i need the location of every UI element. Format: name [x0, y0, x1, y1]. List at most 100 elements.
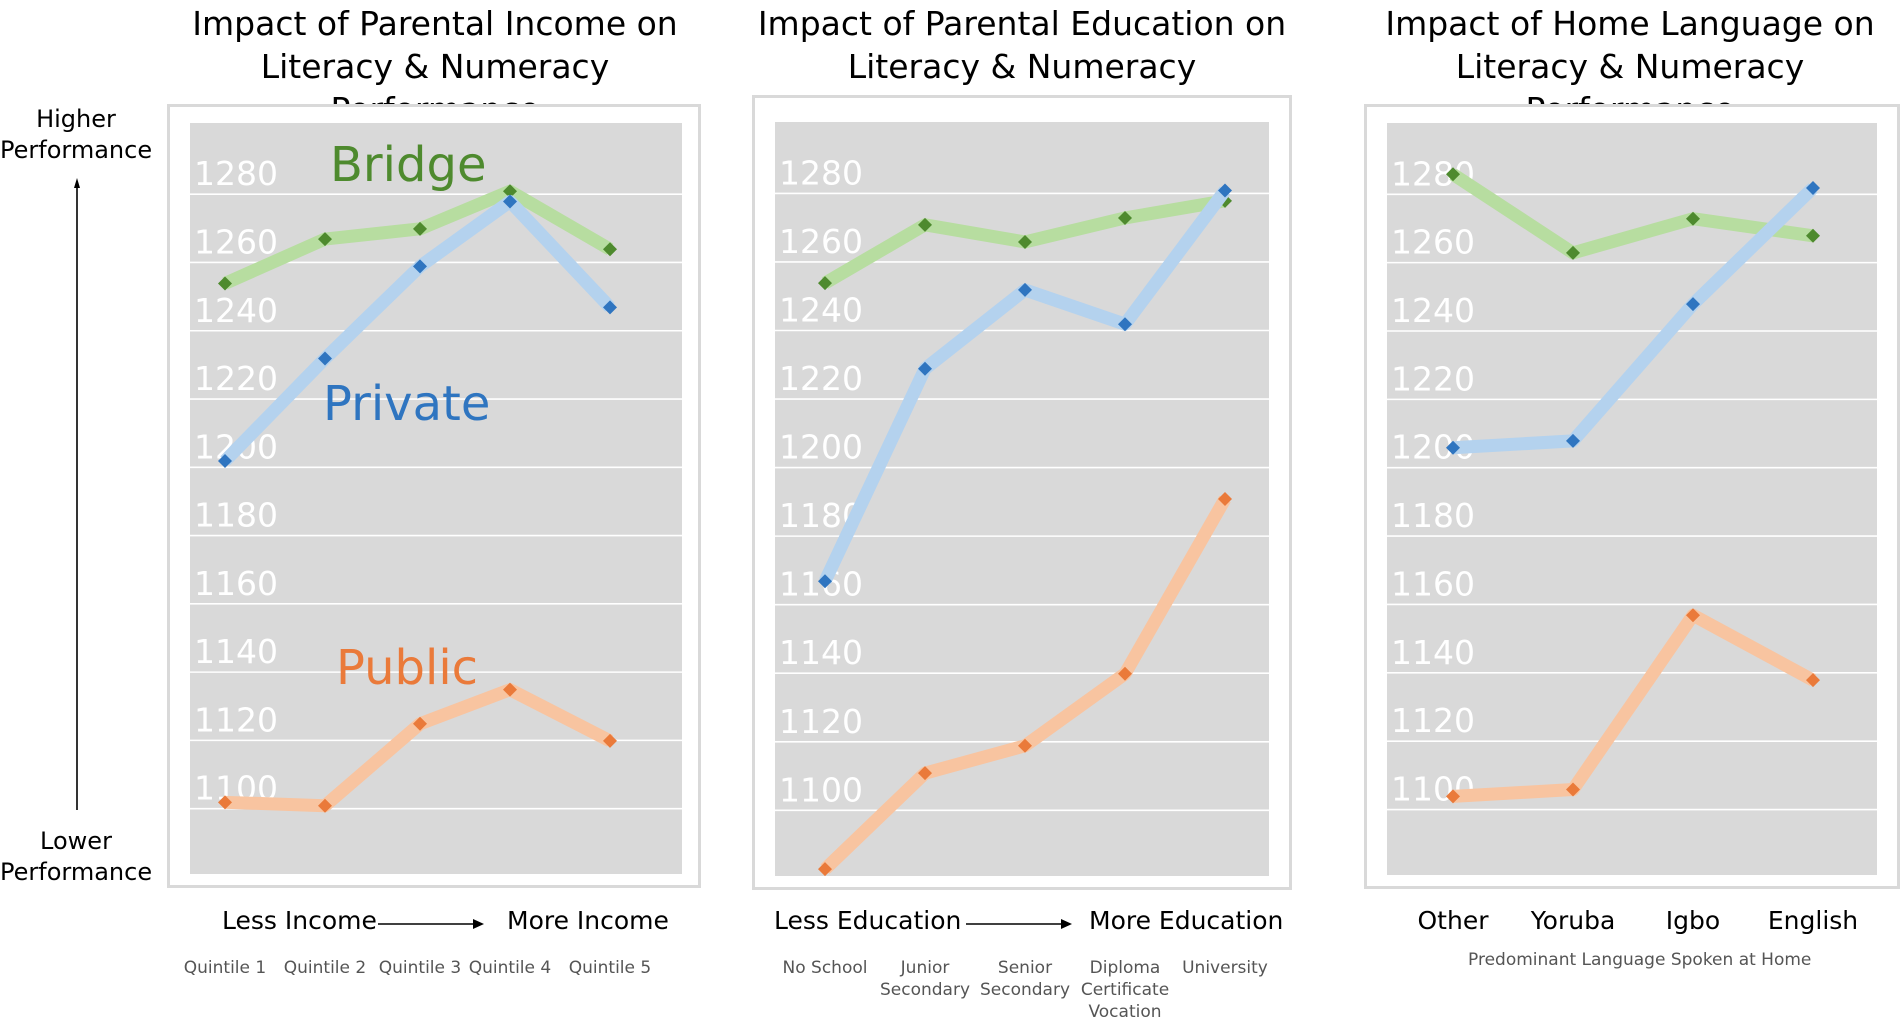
data-point-bridge: [1446, 167, 1460, 182]
lower-performance-label: Lower Performance: [0, 827, 153, 886]
x-tick-label: Quintile 4: [468, 958, 552, 978]
data-point-public: [603, 733, 617, 748]
chart-2-less-caption: Less Education: [774, 906, 962, 935]
y-tick-label: 1160: [1391, 564, 1475, 603]
data-point-bridge: [503, 184, 517, 199]
x-tick-label: University: [1182, 958, 1268, 978]
data-point-public: [218, 795, 232, 810]
data-point-private: [1686, 297, 1700, 312]
data-point-public: [918, 766, 932, 781]
data-point-private: [413, 259, 427, 274]
chart-1-more-caption: More Income: [507, 906, 669, 935]
data-point-bridge: [918, 217, 932, 232]
data-point-bridge: [818, 276, 832, 291]
y-tick-label: 1280: [194, 154, 278, 193]
chart-3-title: Impact of Home Language on Literacy & Nu…: [1385, 4, 1875, 129]
chart-2-more-caption: More Education: [1089, 906, 1284, 935]
y-tick-label: 1220: [1391, 359, 1475, 398]
data-point-bridge: [1566, 245, 1580, 260]
data-point-private: [1018, 282, 1032, 297]
data-point-public: [1566, 782, 1580, 797]
x-tick-label: Diploma Certificate Vocation: [1080, 958, 1170, 1022]
series-callout-bridge: Bridge: [330, 137, 486, 193]
data-point-private: [503, 194, 517, 209]
y-tick-label: 1220: [194, 359, 278, 398]
data-point-bridge: [218, 276, 232, 291]
y-tick-label: 1280: [779, 153, 863, 192]
y-tick-label: 1220: [779, 359, 863, 398]
data-point-public: [413, 716, 427, 731]
data-point-private: [1566, 433, 1580, 448]
data-point-private: [818, 574, 832, 589]
y-tick-label: 1100: [1391, 770, 1475, 809]
series-line-public: [1452, 608, 1817, 803]
y-tick-label: 1180: [1391, 496, 1475, 535]
data-point-public: [503, 682, 517, 697]
data-point-private: [218, 453, 232, 468]
data-point-bridge: [1806, 228, 1820, 243]
data-point-bridge: [318, 232, 332, 247]
data-point-public: [1806, 673, 1820, 688]
data-point-private: [1806, 180, 1820, 195]
data-point-bridge: [1118, 210, 1132, 225]
y-tick-label: 1260: [1391, 223, 1475, 262]
data-point-public: [1018, 738, 1032, 753]
data-point-public: [818, 862, 832, 877]
chart-2-caption-arrow: [966, 916, 1072, 935]
chart-1-less-caption: Less Income: [222, 906, 377, 935]
data-point-private: [318, 351, 332, 366]
data-point-public: [1218, 492, 1232, 506]
chart-3-panel: 1100 1120 1140 1160 1180 1200 1220 1240 1260 1280: [1364, 104, 1900, 889]
data-point-private: [1118, 317, 1132, 332]
series-line-bridge: [1449, 168, 1814, 260]
series-line-private: [1452, 183, 1818, 455]
y-tick-label: 1260: [779, 222, 863, 261]
y-tick-label: 1240: [1391, 291, 1475, 330]
y-tick-label: 1140: [779, 633, 863, 672]
y-tick-label: 1120: [194, 700, 278, 739]
series-callout-public: Public: [336, 640, 478, 696]
data-point-public: [318, 798, 332, 813]
x-tick-label: Senior Secondary: [979, 958, 1071, 1000]
x-tick-label: English: [1767, 906, 1859, 935]
x-tick-label: Igbo: [1665, 906, 1721, 935]
x-tick-label: Yoruba: [1530, 906, 1616, 935]
y-tick-label: 1120: [1391, 701, 1475, 740]
x-tick-label: Other: [1417, 906, 1489, 935]
series-callout-private: Private: [323, 376, 490, 432]
y-tick-label: 1140: [194, 632, 278, 671]
chart-1-panel: 1100 1120 1140 1160 1180 1200 1220 1240 1260 1280…: [167, 104, 701, 888]
data-point-public: [1686, 608, 1700, 623]
y-tick-label: 1160: [194, 564, 278, 603]
data-point-public: [1446, 789, 1460, 804]
x-tick-label: Quintile 2: [283, 958, 367, 978]
data-point-bridge: [1018, 234, 1032, 249]
y-tick-label: 1240: [194, 291, 278, 330]
higher-performance-label: Higher Performance: [0, 105, 153, 164]
y-tick-label: 1180: [194, 496, 278, 535]
y-tick-label: 1260: [194, 222, 278, 261]
chart-1-caption-arrow: [378, 916, 484, 935]
x-tick-label: Junior Secondary: [879, 958, 971, 1000]
y-tick-label: 1120: [779, 702, 863, 741]
x-tick-label: Quintile 1: [183, 958, 267, 978]
y-tick-label: 1100: [779, 770, 863, 809]
data-point-bridge: [413, 221, 427, 236]
data-point-bridge: [1686, 211, 1700, 226]
y-tick-label: 1200: [779, 428, 863, 467]
y-tick-label: 1140: [1391, 633, 1475, 672]
chart-1-plot: 1100112011401160118012001220124012601280…: [190, 123, 682, 874]
data-point-private: [1218, 183, 1232, 198]
data-point-private: [603, 300, 617, 315]
data-point-private: [918, 361, 932, 376]
chart-3-category-axis-title: Predominant Language Spoken at Home: [1468, 950, 1812, 970]
data-point-bridge: [603, 242, 617, 257]
data-point-private: [1446, 440, 1460, 455]
y-tick-label: 1240: [779, 291, 863, 330]
performance-arrow: [74, 178, 80, 810]
data-point-public: [1118, 666, 1132, 681]
x-tick-label: Quintile 5: [568, 958, 652, 978]
